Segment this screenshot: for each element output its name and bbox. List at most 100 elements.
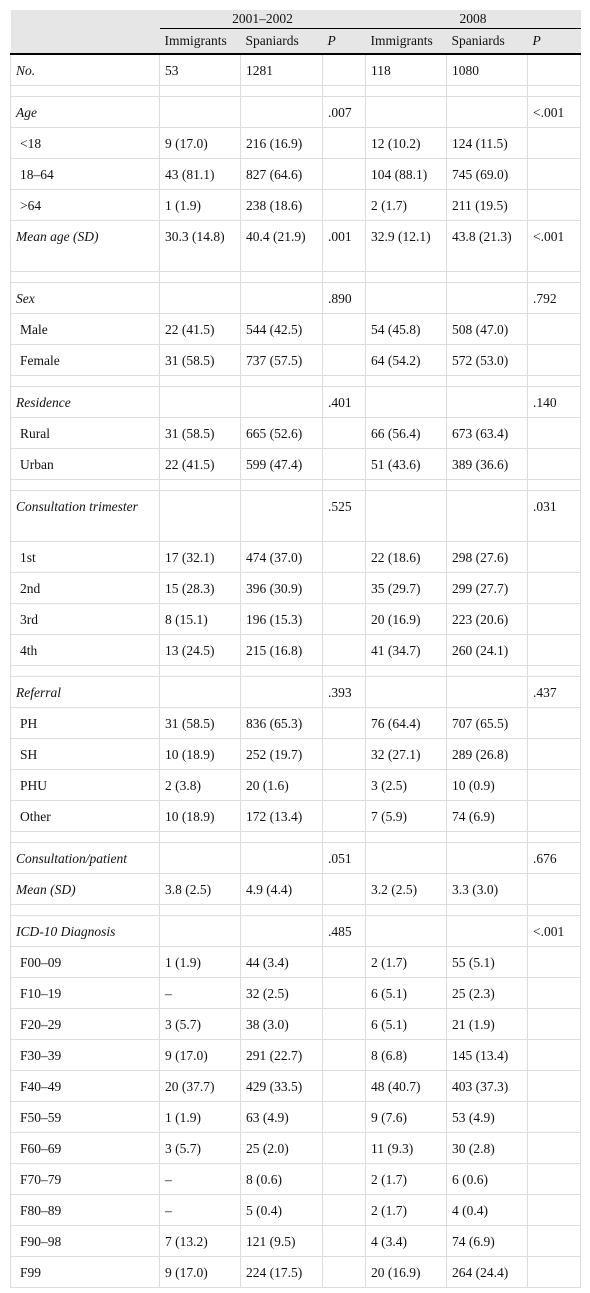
spacer-cell <box>10 271 160 283</box>
value-cell: 9 (17.0) <box>159 1039 241 1071</box>
value-cell: 21 (1.9) <box>446 1008 529 1040</box>
spacer-cell <box>321 479 367 491</box>
spacer-cell <box>159 375 241 387</box>
value-cell: 22 (41.5) <box>159 448 241 480</box>
value-cell <box>159 915 241 947</box>
row-sub-label: Other <box>10 800 160 832</box>
spacer-cell <box>446 85 529 97</box>
spacer-cell <box>321 665 367 677</box>
row-sub-label: Rural <box>10 417 160 449</box>
value-cell <box>240 676 323 708</box>
p-value-cell <box>527 1101 582 1133</box>
p-value-cell: <.001 <box>527 220 582 272</box>
p-value-cell: .525 <box>321 490 367 542</box>
value-cell: 22 (41.5) <box>159 313 241 345</box>
p-value-cell <box>527 873 582 905</box>
value-cell: 2 (1.7) <box>365 1163 448 1195</box>
value-cell: 1281 <box>240 53 323 86</box>
table-body: No. 53 1281 118 1080 Age .007 <.001 <18 9 (17.0) 2… <box>10 53 582 1288</box>
p-value-cell <box>527 1132 582 1164</box>
value-cell: 1080 <box>446 53 529 86</box>
table-row: <18 9 (17.0) 216 (16.9) 12 (10.2) 124 (11.5) <box>10 127 582 159</box>
value-cell <box>240 386 323 418</box>
value-cell: 216 (16.9) <box>240 127 323 159</box>
spacer-cell <box>159 85 241 97</box>
value-cell: 223 (20.6) <box>446 603 529 635</box>
row-section-label: Referral <box>10 676 160 708</box>
value-cell <box>159 490 241 542</box>
spacer-cell <box>10 665 160 677</box>
value-cell <box>446 282 529 314</box>
value-cell: 707 (65.5) <box>446 707 529 739</box>
value-cell: 238 (18.6) <box>240 189 323 221</box>
value-cell: 64 (54.2) <box>365 344 448 376</box>
value-cell: 104 (88.1) <box>365 158 448 190</box>
value-cell: 260 (24.1) <box>446 634 529 666</box>
p-value-cell <box>321 448 367 480</box>
table-spacer-row <box>10 831 582 843</box>
row-sub-label: F50–59 <box>10 1101 160 1133</box>
row-sub-label: F90–98 <box>10 1225 160 1257</box>
value-cell: 20 (1.6) <box>240 769 323 801</box>
value-cell: 403 (37.3) <box>446 1070 529 1102</box>
p-value-cell: .890 <box>321 282 367 314</box>
row-sub-label: Male <box>10 313 160 345</box>
p-value-cell: .031 <box>527 490 582 542</box>
value-cell: 7 (13.2) <box>159 1225 241 1257</box>
p-value-cell <box>321 417 367 449</box>
p-value-cell <box>527 313 582 345</box>
value-cell: 38 (3.0) <box>240 1008 323 1040</box>
value-cell: 32 (27.1) <box>365 738 448 770</box>
value-cell: 298 (27.6) <box>446 541 529 573</box>
value-cell <box>365 386 448 418</box>
table-row: No. 53 1281 118 1080 <box>10 53 582 86</box>
value-cell: 264 (24.4) <box>446 1256 529 1288</box>
p-value-cell <box>321 707 367 739</box>
value-cell <box>365 96 448 128</box>
value-cell: 389 (36.6) <box>446 448 529 480</box>
spacer-cell <box>446 271 529 283</box>
value-cell: 3 (5.7) <box>159 1132 241 1164</box>
p-value-cell: .792 <box>527 282 582 314</box>
value-cell: 20 (16.9) <box>365 1256 448 1288</box>
row-section-label: Residence <box>10 386 160 418</box>
table-spacer-row <box>10 271 582 283</box>
spacer-cell <box>365 904 448 916</box>
p-value-cell <box>321 189 367 221</box>
value-cell: 31 (58.5) <box>159 707 241 739</box>
value-cell: 17 (32.1) <box>159 541 241 573</box>
value-cell <box>365 282 448 314</box>
p-value-cell <box>527 1008 582 1040</box>
spacer-cell <box>159 904 241 916</box>
p-value-cell <box>321 1070 367 1102</box>
value-cell <box>446 490 529 542</box>
spacer-cell <box>527 479 582 491</box>
value-cell: 252 (19.7) <box>240 738 323 770</box>
value-cell: 13 (24.5) <box>159 634 241 666</box>
value-cell: 8 (15.1) <box>159 603 241 635</box>
value-cell: 8 (6.8) <box>365 1039 448 1071</box>
row-sub-label: PH <box>10 707 160 739</box>
value-cell: 827 (64.6) <box>240 158 323 190</box>
p-value-cell <box>321 1132 367 1164</box>
value-cell: 737 (57.5) <box>240 344 323 376</box>
p-value-cell <box>527 189 582 221</box>
value-cell: 745 (69.0) <box>446 158 529 190</box>
p-value-cell <box>321 572 367 604</box>
spacer-cell <box>240 479 323 491</box>
p-value-cell: .007 <box>321 96 367 128</box>
header-group-2001-2002: 2001–2002 <box>159 10 366 29</box>
spacer-cell <box>159 271 241 283</box>
value-cell: 10 (0.9) <box>446 769 529 801</box>
table-row: Consultation trimester .525 .031 <box>10 490 582 542</box>
p-value-cell <box>527 417 582 449</box>
p-value-cell <box>527 1163 582 1195</box>
spacer-cell <box>527 375 582 387</box>
value-cell <box>446 915 529 947</box>
value-cell: 673 (63.4) <box>446 417 529 449</box>
value-cell: 6 (5.1) <box>365 1008 448 1040</box>
value-cell: 51 (43.6) <box>365 448 448 480</box>
p-value-cell <box>527 977 582 1009</box>
value-cell: 74 (6.9) <box>446 800 529 832</box>
value-cell: 1 (1.9) <box>159 1101 241 1133</box>
